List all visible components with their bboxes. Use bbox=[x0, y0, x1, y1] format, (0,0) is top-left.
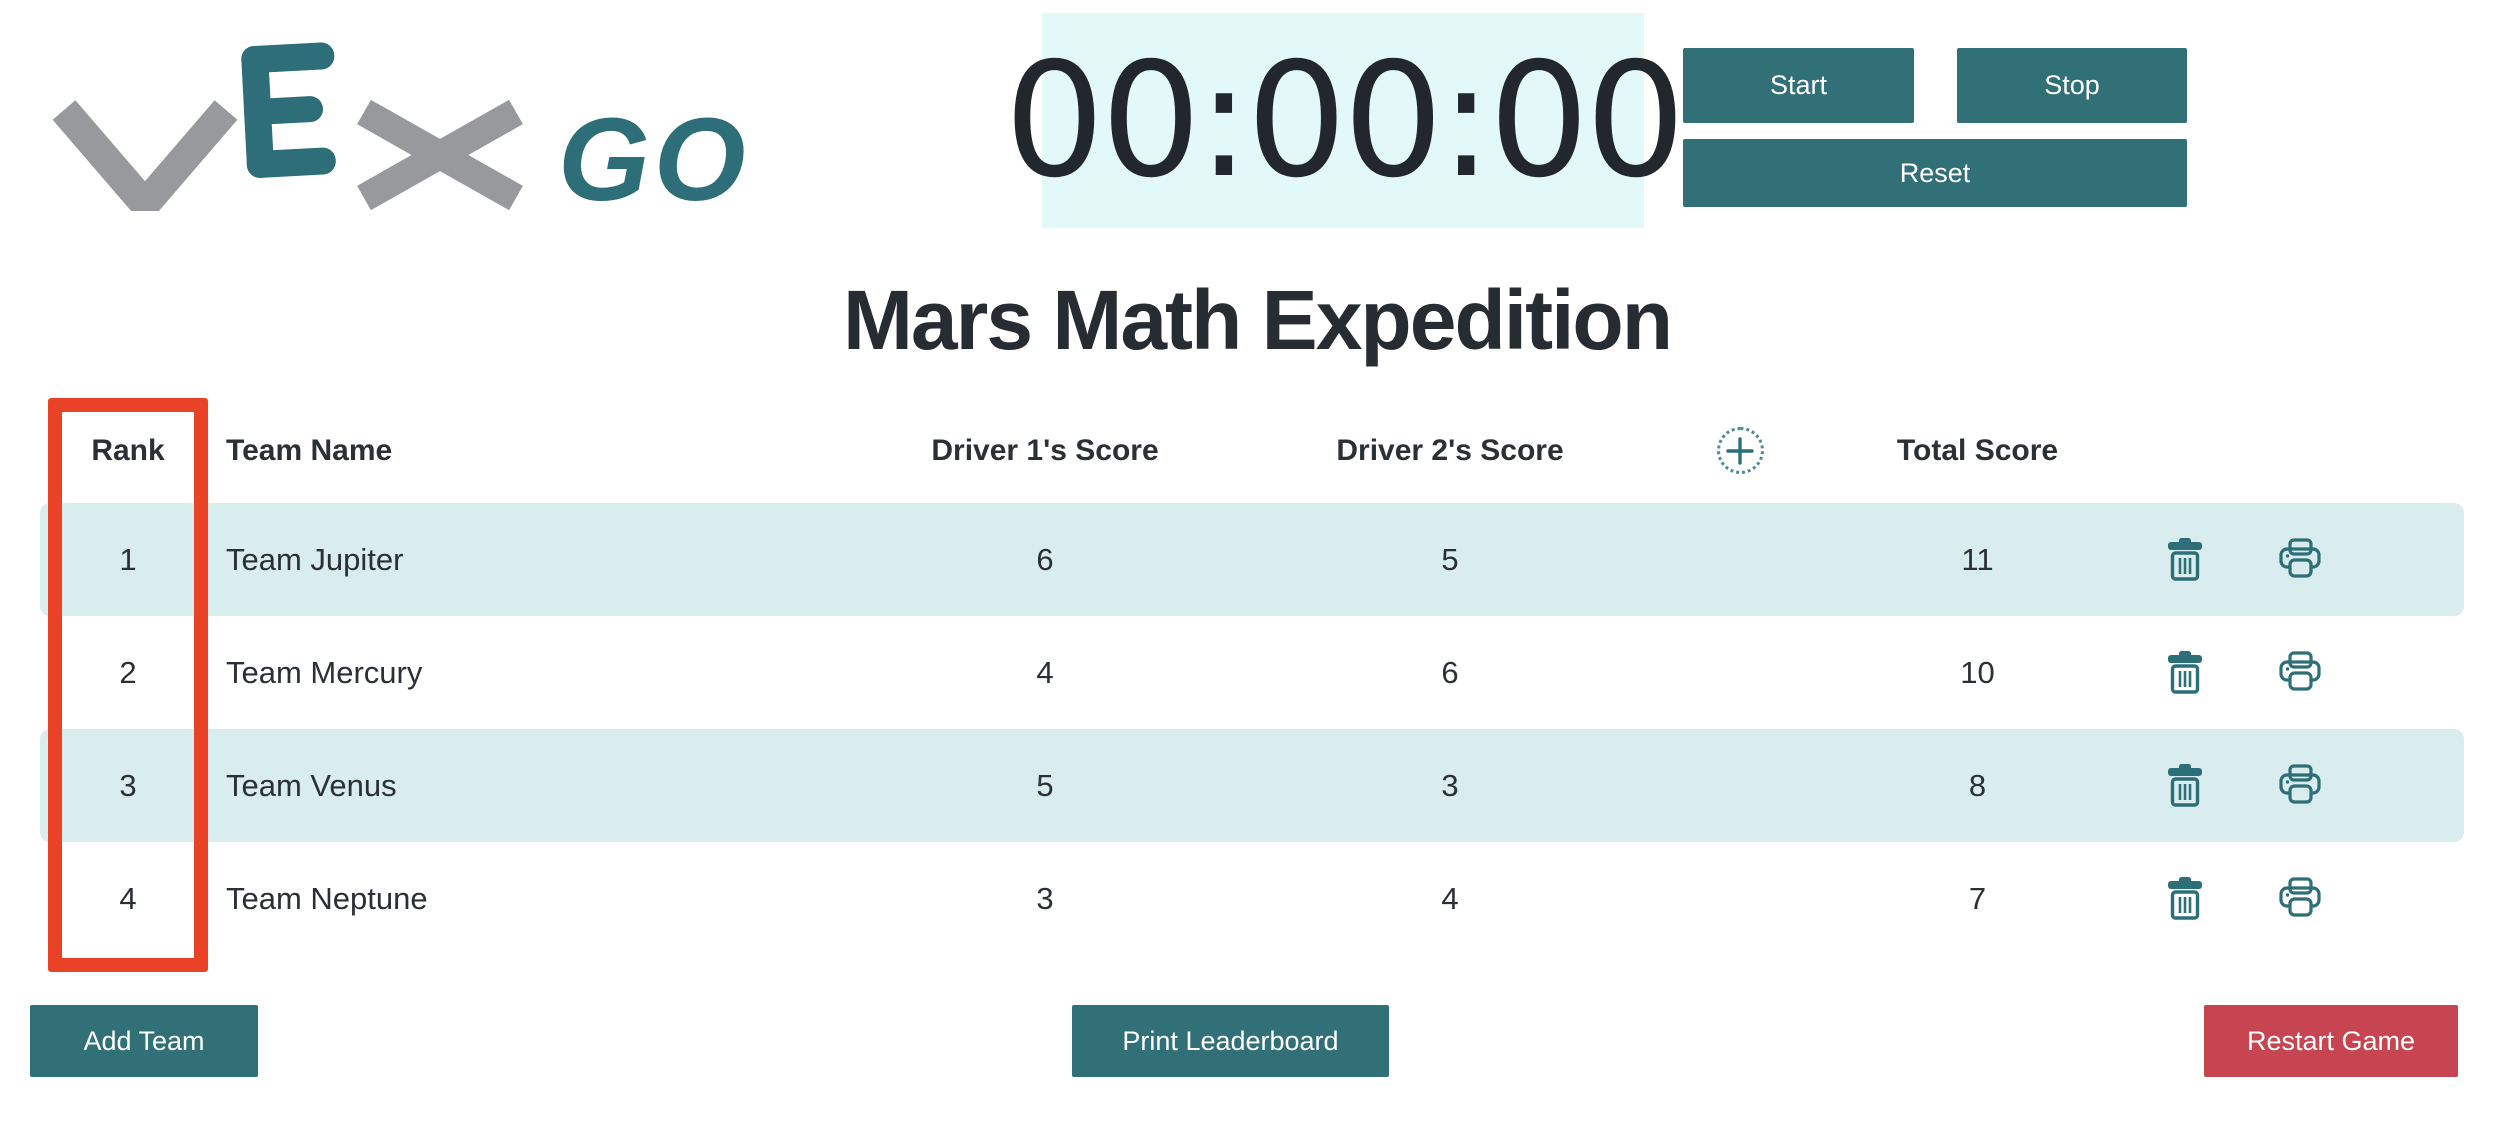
stop-button[interactable]: Stop bbox=[1957, 48, 2187, 123]
svg-text:GO: GO bbox=[558, 94, 750, 212]
driver1-score-cell: 5 bbox=[1036, 767, 1054, 803]
header-total: Total Score bbox=[1896, 433, 2059, 467]
print-team-button[interactable] bbox=[2255, 876, 2345, 922]
driver2-score-cell: 3 bbox=[1441, 767, 1459, 803]
vex-go-logo: GO bbox=[48, 42, 823, 226]
page-title: Mars Math Expedition bbox=[842, 273, 1673, 367]
delete-team-button[interactable] bbox=[2115, 876, 2255, 922]
print-team-button[interactable] bbox=[2255, 537, 2345, 583]
trash-icon bbox=[2168, 537, 2202, 581]
delete-team-button[interactable] bbox=[2115, 650, 2255, 696]
vex-go-logo-icon: GO bbox=[52, 42, 750, 226]
printer-icon bbox=[2279, 537, 2321, 578]
driver1-score-cell: 4 bbox=[1036, 654, 1054, 690]
team-name-cell: Team Venus bbox=[226, 767, 397, 803]
timer-panel: 00:00:00 bbox=[1004, 13, 1686, 228]
table-row: 1 Team Jupiter 6 5 11 bbox=[40, 503, 2464, 616]
table-row: 4 Team Neptune 3 4 7 bbox=[40, 842, 2464, 955]
driver2-score-cell: 5 bbox=[1441, 541, 1459, 577]
driver2-score-cell: 4 bbox=[1441, 880, 1459, 916]
rank-cell: 2 bbox=[119, 654, 137, 690]
trash-icon bbox=[2168, 650, 2202, 694]
header-driver2: Driver 2's Score bbox=[1336, 433, 1564, 467]
total-score-cell: 11 bbox=[1961, 541, 1994, 577]
table-row: 2 Team Mercury 4 6 10 bbox=[40, 616, 2464, 729]
printer-icon bbox=[2279, 763, 2321, 804]
table-row: 3 Team Venus 5 3 8 bbox=[40, 729, 2464, 842]
team-name-cell: Team Jupiter bbox=[226, 541, 404, 577]
reset-button[interactable]: Reset bbox=[1683, 139, 2187, 207]
driver1-score-cell: 3 bbox=[1036, 880, 1054, 916]
header-driver1: Driver 1's Score bbox=[931, 433, 1159, 467]
trash-icon bbox=[2168, 876, 2202, 920]
driver1-score-cell: 6 bbox=[1036, 541, 1054, 577]
printer-icon bbox=[2279, 650, 2321, 691]
rank-cell: 3 bbox=[119, 767, 137, 803]
add-column-button[interactable] bbox=[1716, 427, 1764, 474]
team-name-cell: Team Neptune bbox=[226, 880, 428, 916]
delete-team-button[interactable] bbox=[2115, 537, 2255, 583]
driver2-score-cell: 6 bbox=[1441, 654, 1459, 690]
leaderboard-header-row: Rank Team Name Driver 1's Score Driver 2… bbox=[40, 398, 2464, 503]
restart-game-button[interactable]: Restart Game bbox=[2204, 1005, 2458, 1077]
print-leaderboard-button[interactable]: Print Leaderboard bbox=[1072, 1005, 1389, 1077]
total-score-cell: 10 bbox=[1960, 654, 1995, 690]
header-rank: Rank bbox=[91, 433, 165, 467]
team-name-cell: Team Mercury bbox=[226, 654, 423, 690]
print-team-button[interactable] bbox=[2255, 763, 2345, 809]
header-team: Team Name bbox=[226, 433, 393, 467]
print-team-button[interactable] bbox=[2255, 650, 2345, 696]
add-team-button[interactable]: Add Team bbox=[30, 1005, 258, 1077]
total-score-cell: 8 bbox=[1968, 767, 1987, 803]
total-score-cell: 7 bbox=[1968, 880, 1987, 916]
rank-cell: 1 bbox=[119, 541, 137, 577]
printer-icon bbox=[2279, 876, 2321, 917]
delete-team-button[interactable] bbox=[2115, 763, 2255, 809]
start-button[interactable]: Start bbox=[1683, 48, 1914, 123]
timer-display: 00:00:00 bbox=[1004, 28, 1686, 213]
trash-icon bbox=[2168, 763, 2202, 807]
leaderboard-body: 1 Team Jupiter 6 5 11 bbox=[40, 503, 2464, 955]
rank-cell: 4 bbox=[119, 880, 137, 916]
plus-icon bbox=[1726, 436, 1754, 465]
